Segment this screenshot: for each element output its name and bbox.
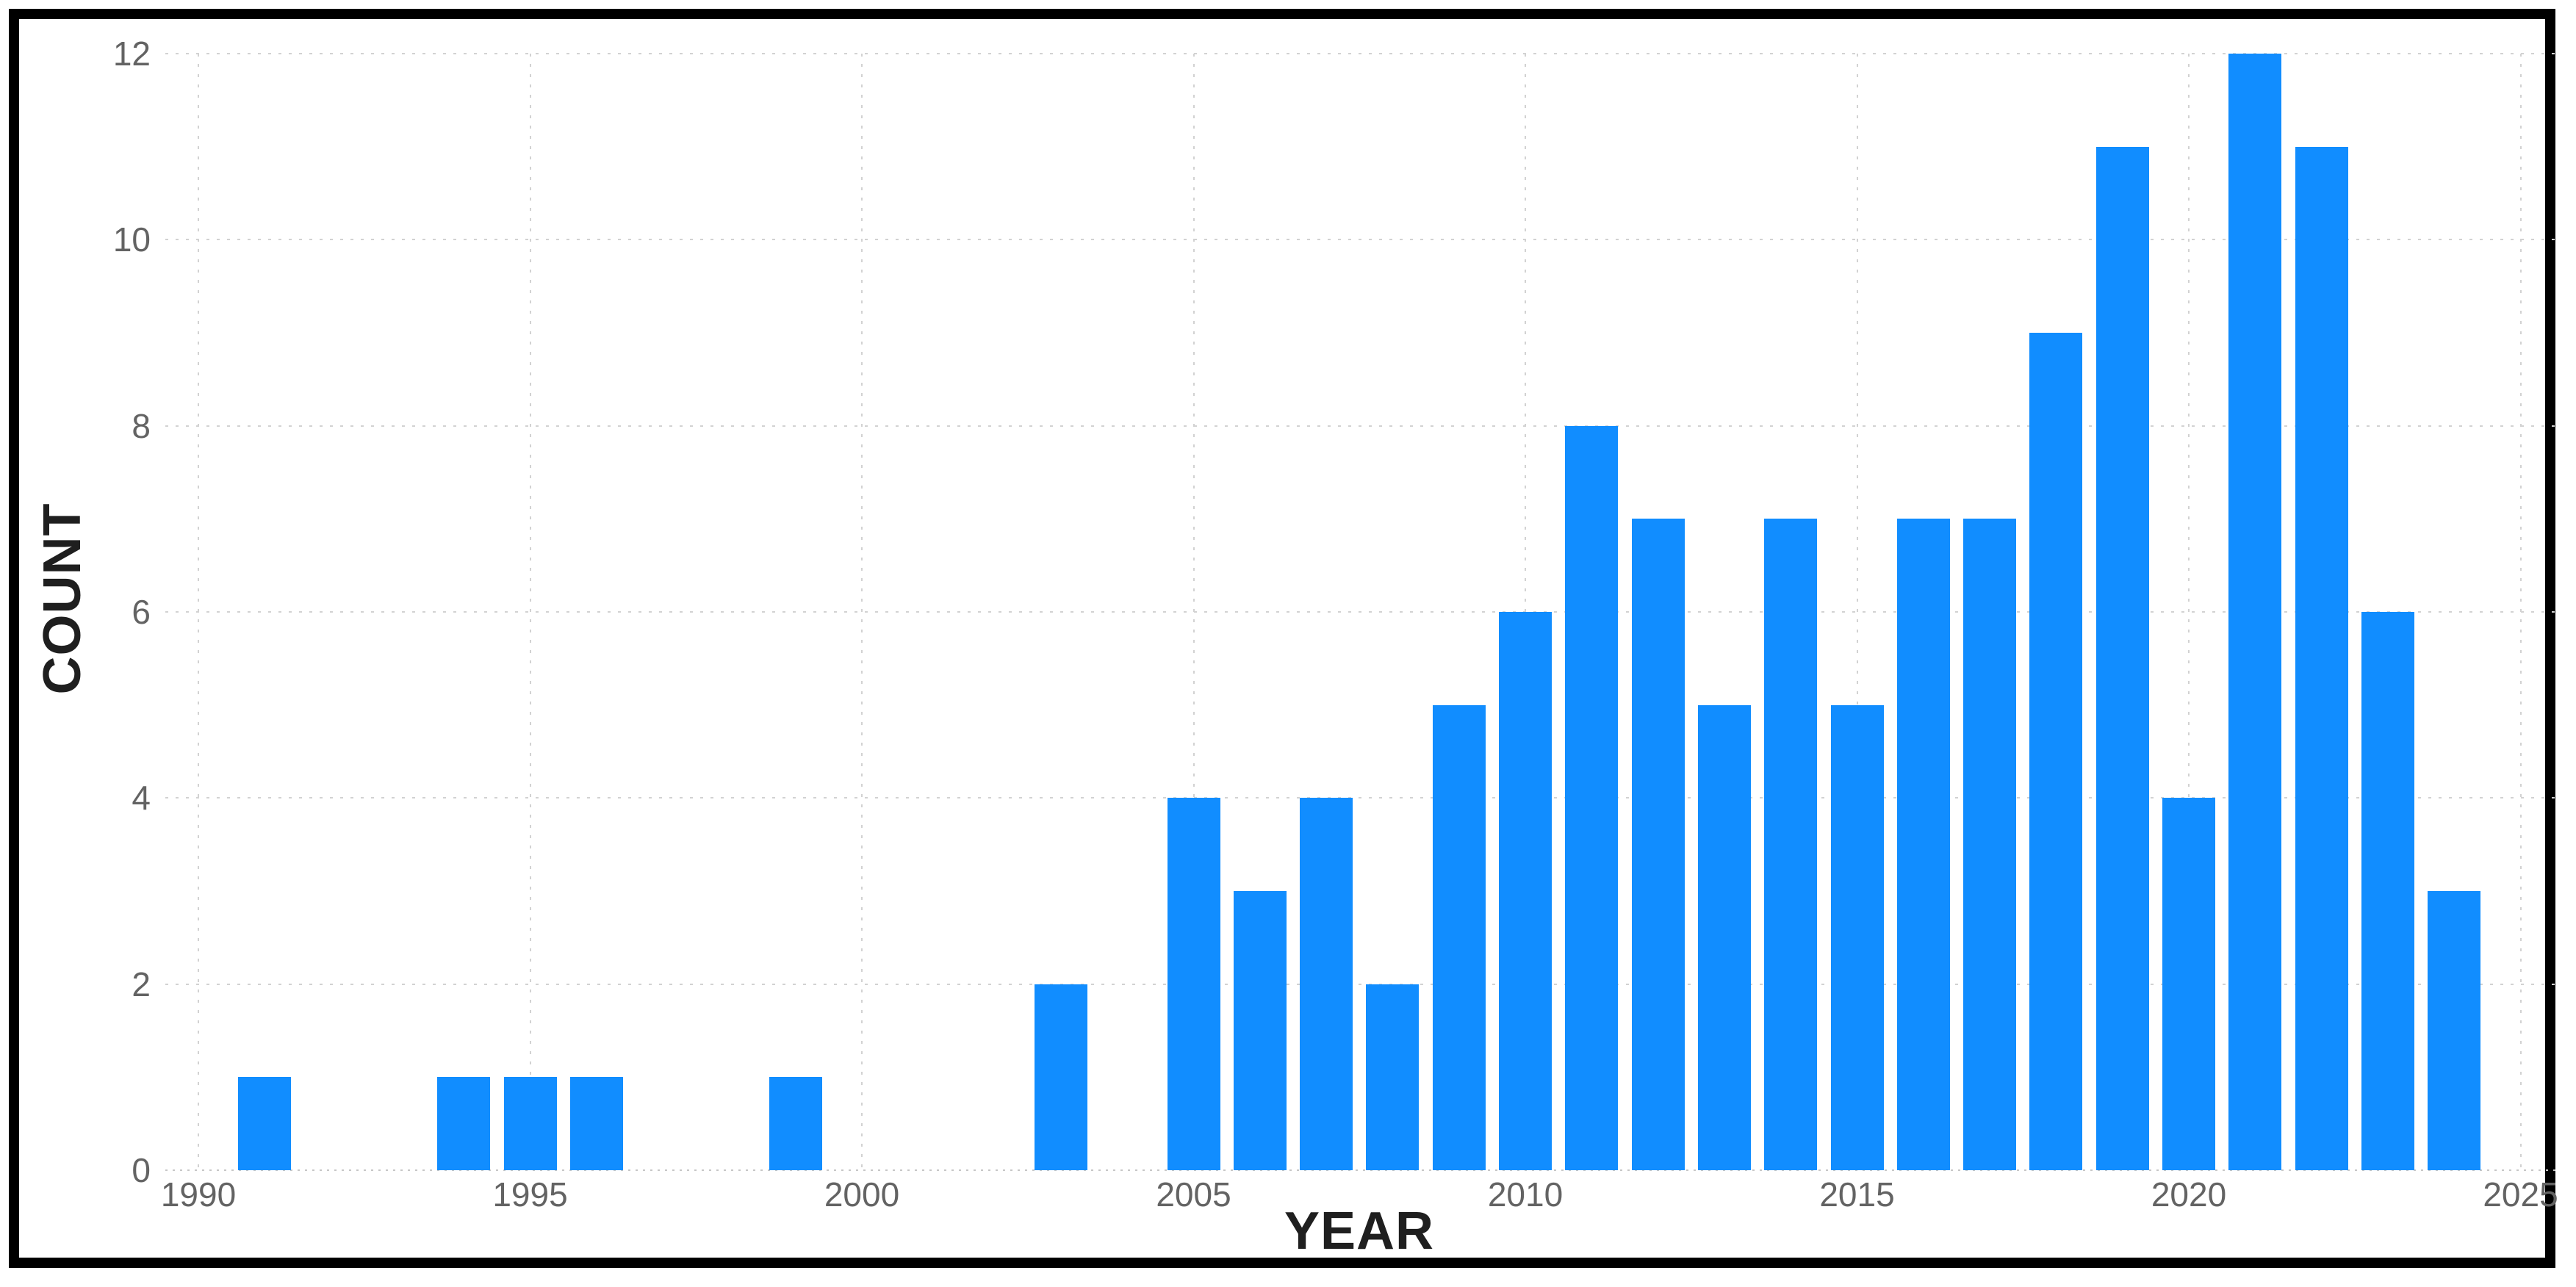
- gridline-x-2015: [1856, 54, 1858, 1170]
- bar-2010[interactable]: [1499, 611, 1552, 1170]
- x-tick-label-2020: 2020: [2151, 1175, 2227, 1214]
- bar-2016[interactable]: [1896, 519, 1950, 1170]
- gridline-y-2: [165, 983, 2555, 985]
- y-tick-label-6: 6: [132, 592, 151, 631]
- bar-2019[interactable]: [2095, 146, 2149, 1170]
- y-tick-label-0: 0: [132, 1151, 151, 1189]
- bar-2015[interactable]: [1830, 704, 1884, 1170]
- bar-2006[interactable]: [1233, 890, 1287, 1170]
- bar-1996[interactable]: [569, 1077, 623, 1170]
- x-tick-label-2005: 2005: [1156, 1175, 1231, 1214]
- bar-2007[interactable]: [1300, 798, 1353, 1170]
- gridline-x-2025: [2519, 54, 2522, 1170]
- gridline-x-1990: [198, 54, 199, 1170]
- x-axis-baseline: [165, 1169, 2555, 1171]
- bar-2020[interactable]: [2162, 798, 2215, 1170]
- bar-2021[interactable]: [2228, 53, 2282, 1170]
- bar-2022[interactable]: [2295, 146, 2348, 1170]
- bar-2024[interactable]: [2428, 890, 2481, 1170]
- bar-1994[interactable]: [437, 1077, 491, 1170]
- gridline-x-1995: [529, 54, 531, 1170]
- bar-2005[interactable]: [1167, 798, 1220, 1170]
- bar-2014[interactable]: [1764, 519, 1818, 1170]
- gridline-y-4: [165, 797, 2555, 799]
- bar-2009[interactable]: [1432, 704, 1486, 1170]
- x-tick-label-2025: 2025: [2483, 1175, 2558, 1214]
- bar-1995[interactable]: [503, 1077, 557, 1170]
- gridline-x-2000: [861, 54, 863, 1170]
- x-tick-label-1990: 1990: [160, 1175, 237, 1214]
- y-axis-title: COUNT: [33, 502, 92, 695]
- bar-2017[interactable]: [1963, 519, 2017, 1170]
- gridline-y-8: [165, 425, 2555, 427]
- bar-2012[interactable]: [1631, 519, 1685, 1170]
- x-axis-title: YEAR: [1284, 1202, 1435, 1261]
- y-tick-label-8: 8: [132, 406, 151, 445]
- bar-2011[interactable]: [1565, 425, 1619, 1170]
- gridline-x-2005: [1192, 54, 1195, 1170]
- y-tick-label-2: 2: [132, 965, 151, 1003]
- bar-2018[interactable]: [2029, 332, 2083, 1170]
- bar-2023[interactable]: [2361, 611, 2414, 1170]
- bar-2013[interactable]: [1697, 704, 1751, 1170]
- x-tick-label-2010: 2010: [1487, 1175, 1564, 1214]
- bar-1991[interactable]: [238, 1077, 292, 1170]
- gridline-y-10: [165, 239, 2555, 241]
- x-tick-label-1995: 1995: [492, 1175, 568, 1214]
- gridline-x-2020: [2188, 54, 2190, 1170]
- x-tick-label-2000: 2000: [824, 1175, 900, 1214]
- bar-2008[interactable]: [1366, 984, 1420, 1170]
- y-tick-label-10: 10: [112, 220, 151, 259]
- y-tick-label-12: 12: [112, 34, 151, 73]
- x-tick-label-2015: 2015: [1819, 1175, 1895, 1214]
- gridline-y-6: [165, 610, 2555, 613]
- bar-2003[interactable]: [1034, 984, 1087, 1170]
- bar-1999[interactable]: [769, 1077, 822, 1170]
- gridline-y-12: [165, 52, 2555, 54]
- y-tick-label-4: 4: [132, 779, 151, 818]
